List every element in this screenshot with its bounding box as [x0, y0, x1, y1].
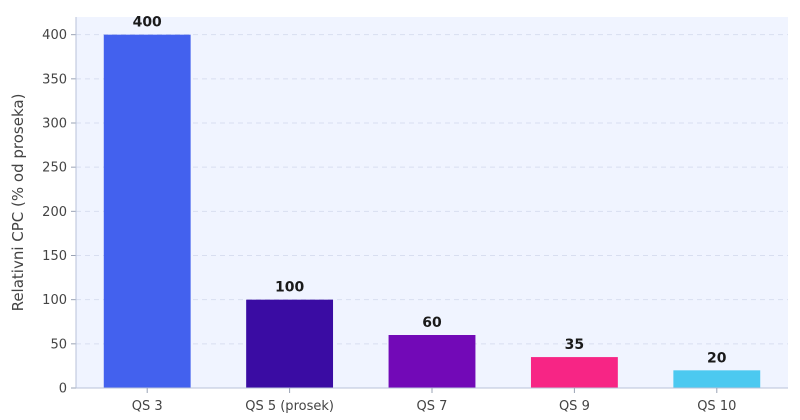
x-tick-label: QS 5 (prosek)	[245, 399, 334, 414]
x-tick-label: QS 3	[132, 399, 163, 414]
y-tick-label: 150	[42, 249, 67, 264]
y-tick-label: 0	[59, 382, 67, 397]
gridlines	[76, 34, 788, 345]
y-tick-label: 50	[50, 337, 67, 352]
y-tick-label: 250	[42, 161, 67, 176]
x-tick-label: QS 7	[417, 399, 448, 414]
x-axis: QS 3 QS 5 (prosek) QS 7 QS 9 QS 10	[76, 387, 788, 414]
data-label: 100	[275, 280, 304, 296]
data-label: 400	[133, 15, 162, 31]
bar	[530, 357, 618, 388]
data-label: 35	[565, 337, 584, 353]
bars	[103, 34, 761, 389]
x-tick-label: QS 9	[559, 399, 590, 414]
y-axis: 0 50 100 150 200 250 300 350 400	[42, 17, 77, 397]
y-tick-label: 200	[42, 205, 67, 220]
y-tick-label: 350	[42, 72, 67, 87]
bar	[673, 370, 761, 388]
y-axis-title: Relativni CPC (% od proseka)	[9, 94, 27, 312]
data-label: 60	[422, 315, 442, 331]
data-labels: 400 100 60 35 20	[133, 15, 727, 367]
x-tick-label: QS 10	[697, 399, 736, 414]
bar	[246, 299, 334, 388]
data-label: 20	[707, 350, 727, 366]
bar	[388, 335, 476, 388]
bar	[103, 34, 191, 389]
y-tick-label: 100	[42, 293, 67, 308]
y-tick-label: 400	[42, 28, 67, 43]
y-tick-label: 300	[42, 117, 67, 132]
